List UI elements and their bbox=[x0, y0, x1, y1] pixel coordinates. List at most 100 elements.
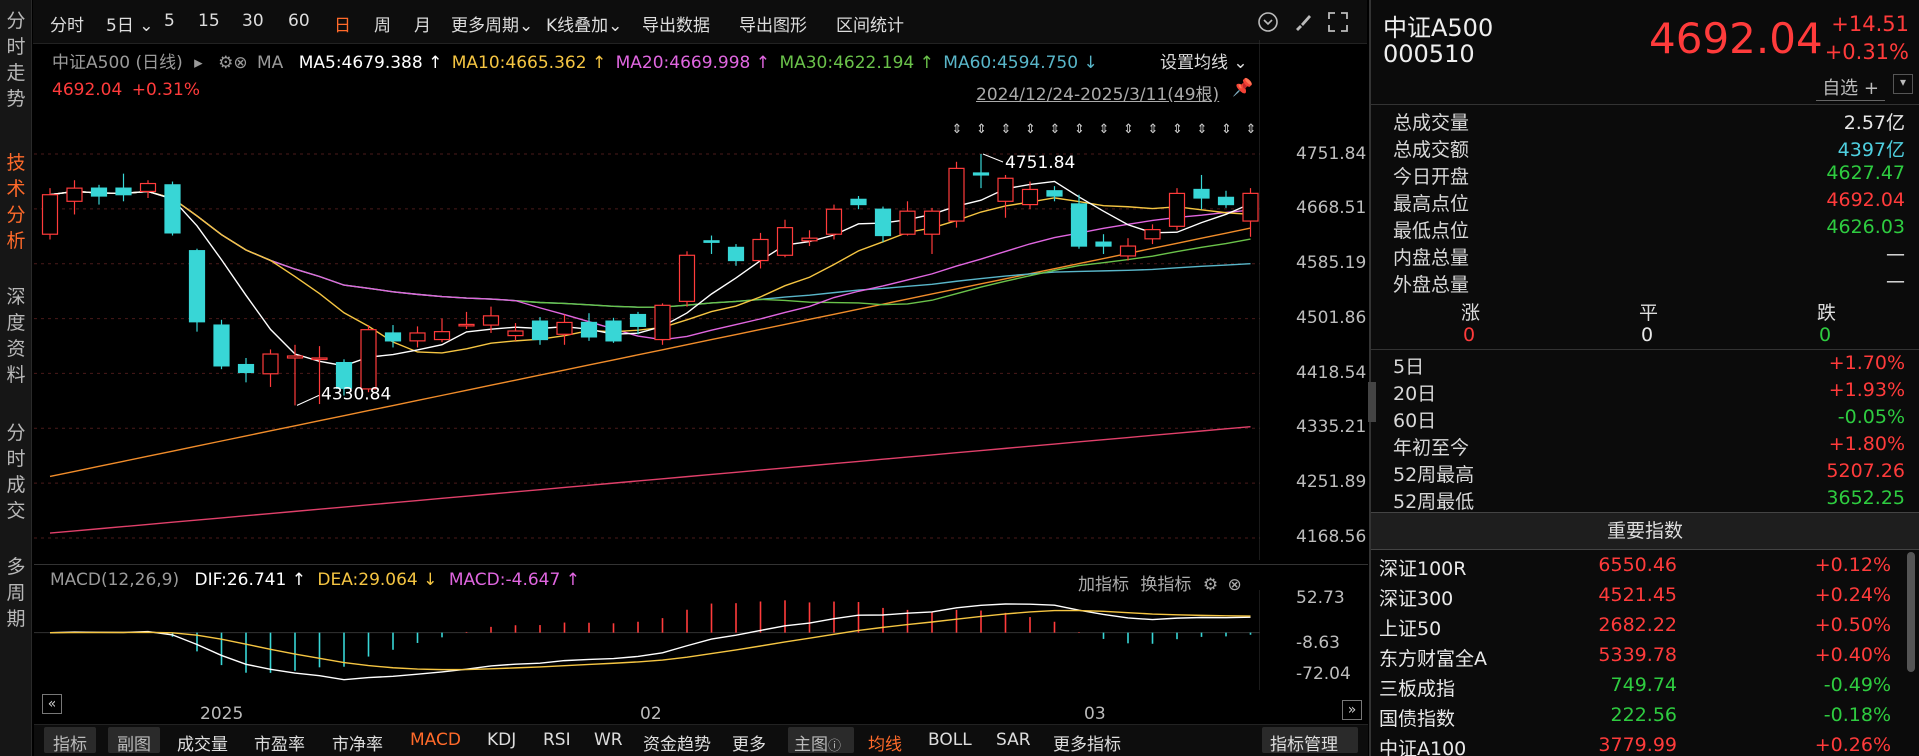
stat-value: 2.57亿 bbox=[1843, 112, 1905, 134]
tab-pb[interactable]: 市净率 bbox=[332, 735, 383, 755]
close-icon[interactable]: ⊗ bbox=[233, 53, 248, 73]
fullscreen-icon[interactable] bbox=[1326, 10, 1350, 34]
export-data-button[interactable]: 导出数据 bbox=[642, 16, 710, 36]
chevron-down-icon: ⌄ bbox=[139, 16, 154, 36]
scroll-right-icon[interactable]: » bbox=[1342, 700, 1362, 720]
nav-duozhouqi[interactable]: 多周期 bbox=[0, 554, 32, 632]
tab-month[interactable]: 月 bbox=[414, 16, 431, 36]
index-row[interactable]: 三板成指 749.74 -0.49% bbox=[1379, 672, 1905, 702]
tab-week[interactable]: 周 bbox=[374, 16, 391, 36]
index-row[interactable]: 东方财富全A 5339.78 +0.40% bbox=[1379, 642, 1905, 672]
candle-down bbox=[1095, 241, 1112, 247]
perf-value: +1.70% bbox=[1828, 352, 1905, 374]
tab-fenshi[interactable]: 分时 bbox=[50, 16, 84, 36]
candle-up bbox=[825, 208, 843, 235]
tab-volume[interactable]: 成交量 bbox=[177, 735, 228, 755]
y-tick: 4585.19 bbox=[1296, 253, 1367, 273]
stat-label: 最低点位 bbox=[1393, 220, 1470, 242]
switch-indicator-button[interactable]: 换指标 bbox=[1140, 575, 1192, 595]
tab-day[interactable]: 日 bbox=[334, 16, 351, 36]
nav-chengjiao[interactable]: 分时成交 bbox=[0, 420, 32, 524]
scrollbar[interactable] bbox=[1907, 552, 1915, 672]
tab-60min[interactable]: 60 bbox=[288, 11, 310, 31]
tab-subchart[interactable]: 副图 bbox=[117, 735, 151, 755]
tab-rsi[interactable]: RSI bbox=[543, 730, 571, 750]
add-indicator-button[interactable]: 加指标 bbox=[1078, 575, 1129, 595]
tab-indicator[interactable]: 指标 bbox=[53, 735, 87, 755]
tab-5day-label: 5日 bbox=[106, 16, 134, 36]
tab-boll[interactable]: BOLL bbox=[928, 730, 972, 750]
range-stats-button[interactable]: 区间统计 bbox=[836, 16, 904, 36]
macd-chart[interactable] bbox=[34, 590, 1260, 690]
tab-main[interactable]: 主图ⓘ bbox=[794, 730, 841, 755]
pin-icon[interactable]: 📌 bbox=[1232, 78, 1254, 98]
nav-char: 分 bbox=[6, 10, 26, 32]
y-tick: 4751.84 bbox=[1296, 144, 1367, 164]
candle-down bbox=[1070, 203, 1088, 247]
scroll-left-icon[interactable]: « bbox=[42, 694, 62, 714]
tab-wr[interactable]: WR bbox=[594, 730, 623, 750]
index-name: 中证A100 bbox=[1379, 738, 1467, 756]
nav-fenshi[interactable]: 分时走势 bbox=[0, 8, 32, 112]
macd-y-tick: -72.04 bbox=[1296, 664, 1351, 684]
candle-up bbox=[482, 315, 500, 326]
nav-jishu[interactable]: 技术分析 bbox=[0, 150, 32, 254]
index-row[interactable]: 中证A100 3779.99 +0.26% bbox=[1379, 732, 1905, 756]
indicator-manage-button[interactable]: 指标管理 bbox=[1270, 735, 1338, 755]
add-watchlist-button[interactable]: 自选 + bbox=[1816, 74, 1885, 101]
tab-kline-overlay[interactable]: K线叠加⌄ bbox=[546, 11, 622, 36]
chevron-down-icon[interactable]: ▾ bbox=[1893, 74, 1913, 94]
date-range[interactable]: 2024/12/24-2025/3/11(49根) bbox=[976, 85, 1220, 105]
export-image-button[interactable]: 导出图形 bbox=[739, 16, 807, 36]
tab-kdj[interactable]: KDJ bbox=[487, 730, 517, 750]
tab-fund-trend[interactable]: 资金趋势 bbox=[643, 735, 711, 755]
gear-icon[interactable]: ⚙ bbox=[218, 53, 234, 73]
nav-char: 时 bbox=[6, 448, 26, 470]
ma-legend: 中证A500 (日线) ▸ ⚙⊗ MA MA5:4679.388 ↑ MA10:… bbox=[52, 48, 1098, 73]
index-row[interactable]: 深证100R 6550.46 +0.12% bbox=[1379, 552, 1905, 582]
tab-macd[interactable]: MACD bbox=[410, 730, 461, 750]
candle-up bbox=[556, 321, 573, 335]
tab-more-indicators[interactable]: 更多指标 bbox=[1053, 735, 1121, 755]
candle-up bbox=[997, 177, 1014, 202]
play-icon[interactable]: ▸ bbox=[194, 53, 203, 73]
candle-down bbox=[629, 313, 647, 327]
tab-5day[interactable]: 5日 ⌄ bbox=[106, 11, 153, 36]
tab-sar[interactable]: SAR bbox=[996, 730, 1031, 750]
ma5-value: MA5:4679.388 bbox=[298, 53, 423, 73]
candle-up bbox=[923, 210, 941, 235]
candle-down bbox=[115, 187, 132, 196]
index-row[interactable]: 深证300 4521.45 +0.24% bbox=[1379, 582, 1905, 612]
tab-more[interactable]: 更多 bbox=[732, 735, 766, 755]
tab-pe[interactable]: 市盈率 bbox=[254, 735, 305, 755]
nav-char: 交 bbox=[6, 500, 26, 522]
candlestick-chart[interactable]: 4751.84 4330.84 ⇕ ⇕ ⇕ ⇕ ⇕ ⇕ ⇕ ⇕ ⇕ ⇕ ⇕ ⇕ ⇕ bbox=[34, 0, 1260, 560]
gear-icon[interactable]: ⚙ bbox=[1202, 575, 1219, 595]
brush-icon[interactable] bbox=[1291, 10, 1315, 34]
candle-down bbox=[605, 320, 622, 342]
close-icon[interactable]: ⊗ bbox=[1227, 575, 1242, 595]
index-name: 国债指数 bbox=[1379, 708, 1456, 730]
marker-icon: ⇕ bbox=[1123, 122, 1134, 137]
perf-value: +1.93% bbox=[1828, 379, 1905, 401]
chevron-circle-icon[interactable] bbox=[1256, 10, 1280, 34]
tab-more-period[interactable]: 更多周期⌄ bbox=[451, 11, 533, 36]
tab-30min[interactable]: 30 bbox=[242, 11, 264, 31]
index-row[interactable]: 上证50 2682.22 +0.50% bbox=[1379, 612, 1905, 642]
nav-shendu[interactable]: 深度资料 bbox=[0, 284, 32, 388]
marker-icon: ⇕ bbox=[952, 122, 963, 137]
perf-label: 52周最高 bbox=[1393, 464, 1475, 486]
tab-15min[interactable]: 15 bbox=[198, 11, 220, 31]
tab-5min[interactable]: 5 bbox=[164, 11, 175, 31]
security-name: 中证A500 bbox=[1383, 14, 1494, 42]
perf-label: 52周最低 bbox=[1393, 491, 1475, 513]
ma250-line bbox=[49, 425, 1251, 534]
candle-up bbox=[1242, 192, 1259, 222]
candle-down bbox=[384, 332, 402, 342]
tab-ma[interactable]: 均线 bbox=[868, 735, 902, 755]
left-nav: 分时走势 技术分析 深度资料 分时成交 多周期 bbox=[0, 0, 32, 756]
panel-toggle-handle[interactable] bbox=[1368, 382, 1376, 422]
y-tick: 4668.51 bbox=[1296, 198, 1367, 218]
index-row[interactable]: 国债指数 222.56 -0.18% bbox=[1379, 702, 1905, 732]
ma-settings-button[interactable]: 设置均线 ⌄ bbox=[1160, 48, 1248, 73]
